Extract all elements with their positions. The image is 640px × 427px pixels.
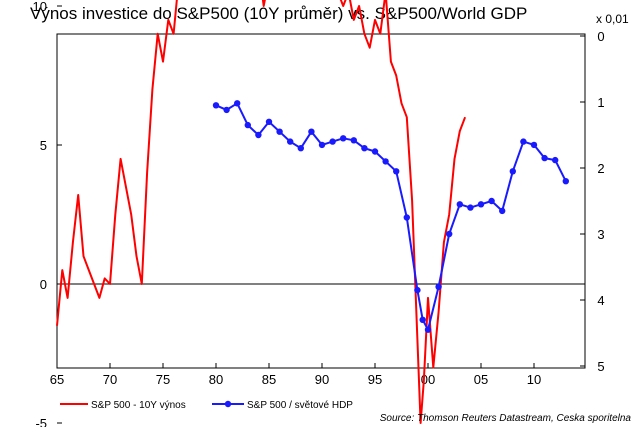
data-point-ratio (212, 102, 220, 109)
right-y-tick-label: 4 (597, 293, 604, 308)
series-line-ratio (215, 102, 567, 331)
x-tick-label: 85 (262, 372, 276, 387)
right-y-tick-label: 5 (597, 359, 604, 374)
data-point-ratio (318, 141, 326, 149)
data-point-ratio (361, 145, 368, 152)
data-point-ratio (350, 137, 357, 144)
x-tick-label: 75 (156, 372, 170, 387)
data-point-ratio (477, 201, 485, 208)
data-point-ratio (329, 138, 336, 145)
right-y-tick-label: 0 (597, 29, 604, 44)
right-y-tick-label: 3 (597, 227, 604, 242)
data-point-ratio (287, 138, 294, 145)
x-tick-label: 80 (209, 372, 223, 387)
series-line-returns (56, 0, 467, 424)
chart-title: Výnos investice do S&P500 (10Y průměr) v… (30, 4, 527, 23)
data-point-ratio (562, 178, 569, 185)
data-point-ratio (520, 138, 527, 145)
data-point-ratio (552, 156, 559, 164)
data-point-ratio (419, 316, 426, 323)
data-point-ratio (340, 135, 347, 142)
right-axis-unit-label: x 0,01 (596, 12, 629, 26)
data-point-ratio (234, 100, 241, 107)
data-point-ratio (371, 148, 379, 155)
left-y-tick-label: 10 (33, 0, 47, 14)
data-point-ratio (530, 141, 538, 149)
x-tick-label: 10 (527, 372, 541, 387)
data-point-ratio (414, 286, 421, 294)
data-point-ratio (297, 145, 304, 152)
legend: S&P 500 - 10Y výnos S&P 500 / světové HD… (60, 400, 353, 411)
data-point-ratio (382, 158, 389, 165)
data-point-ratio (244, 121, 251, 129)
x-tick-label: 70 (103, 372, 117, 387)
data-point-ratio (467, 204, 474, 211)
data-point-ratio (435, 283, 442, 290)
left-y-tick-label: 5 (40, 138, 47, 153)
right-y-tick-label: 2 (597, 161, 604, 176)
data-point-ratio (488, 197, 495, 205)
left-y-tick-label: -5 (35, 416, 47, 427)
legend-blue-marker (224, 400, 232, 408)
x-tick-label: 05 (474, 372, 488, 387)
x-tick-label: 90 (315, 372, 329, 387)
series-layer (56, 0, 569, 424)
data-point-ratio (456, 201, 463, 208)
left-y-axis: 151050-5 (33, 0, 62, 427)
legend-label-ratio: S&P 500 / světové HDP (247, 400, 353, 411)
data-point-ratio (265, 118, 273, 126)
data-point-ratio (403, 214, 410, 221)
data-point-ratio (446, 230, 453, 238)
left-y-tick-label: 0 (40, 277, 47, 292)
data-point-ratio (393, 168, 400, 175)
x-axis: 65 70 75 80 85 90 95 00 05 10 (50, 363, 541, 387)
x-tick-label: 95 (368, 372, 382, 387)
plot-frame (56, 33, 586, 369)
legend-label-returns: S&P 500 - 10Y výnos (91, 400, 186, 411)
data-point-ratio (499, 207, 506, 215)
data-point-ratio (424, 326, 432, 333)
data-point-ratio (276, 128, 283, 135)
data-point-ratio (223, 106, 230, 114)
source-note: Source: Thomson Reuters Datastream, Cesk… (380, 413, 632, 424)
x-tick-label: 65 (50, 372, 64, 387)
data-point-ratio (255, 131, 262, 139)
data-point-ratio (308, 128, 315, 135)
data-point-ratio (509, 168, 516, 175)
right-y-axis: 0 1 2 3 4 5 (580, 29, 605, 374)
data-point-ratio (541, 154, 548, 162)
right-y-tick-label: 1 (597, 95, 604, 110)
